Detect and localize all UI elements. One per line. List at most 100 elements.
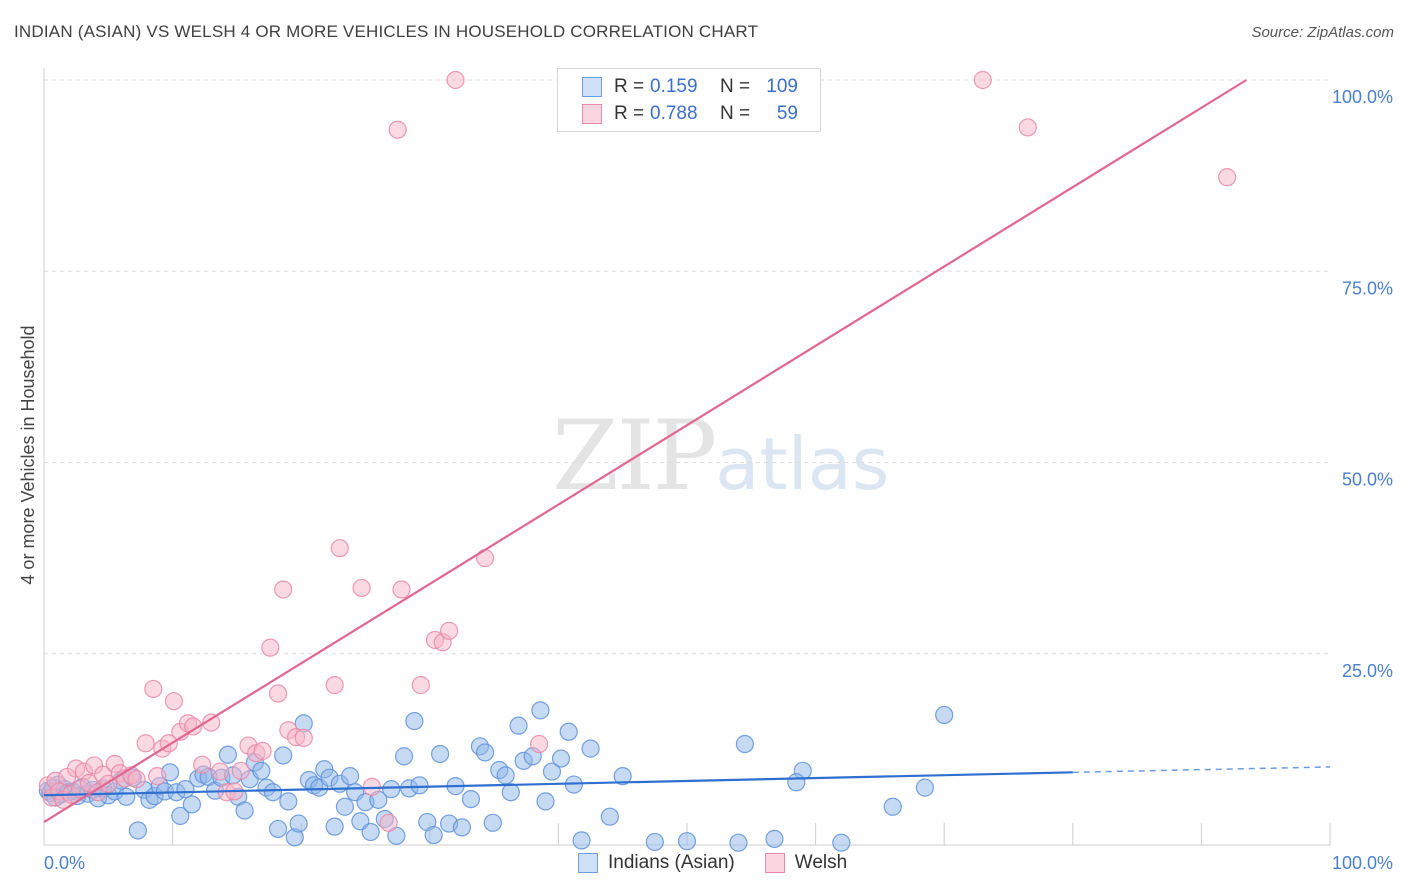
indians-point [475,743,495,762]
y-axis-label: 4 or more Vehicles in Household [18,325,38,584]
legend-swatch-indians [582,77,602,97]
indians-point [405,711,424,731]
welsh-point [1218,168,1237,187]
welsh-point [1018,118,1037,137]
indians-point [542,762,562,781]
indians-point [559,722,578,741]
legend-item-indians[interactable]: Indians (Asian) [578,852,735,874]
indians-point [382,780,401,799]
x-tick-label: 0.0% [44,853,85,873]
source-label: Source: ZipAtlas.com [1251,24,1394,41]
indians-point [735,734,754,754]
watermark-atlas: atlas [715,422,890,506]
indians-point [128,821,147,840]
indians-point [461,789,481,809]
welsh-point [253,741,272,761]
legend-row-welsh: R = 0.788 N = 59 [582,102,798,126]
welsh-trend-line [43,79,1247,823]
indians-point [531,701,550,720]
indians-point [645,832,664,852]
correlation-legend: R = 0.159 N = 109 R = 0.788 N = 59 [557,68,821,132]
y-tick-label: 25.0% [1342,661,1393,681]
y-tick-label: 50.0% [1342,470,1393,490]
indians-point [613,767,632,786]
welsh-point [352,578,371,598]
legend-swatch-welsh [582,104,602,124]
indians-point [483,813,502,832]
indians-point [176,780,195,799]
indians-point [551,749,571,768]
indians-point [325,817,344,836]
welsh-point [392,580,411,599]
indians-point [335,797,355,816]
series-legend: Indians (Asian) Welsh [578,852,877,874]
legend-n-value: 59 [776,103,798,124]
welsh-point [211,762,230,781]
indians-point [509,716,528,735]
indians-point [424,825,443,845]
indians-point [252,761,271,780]
indians-point [279,792,298,811]
welsh-point [388,120,407,139]
chart-title: INDIAN (ASIAN) VS WELSH 4 OR MORE VEHICL… [14,22,759,41]
welsh-point [127,770,146,789]
indians-point [765,829,784,848]
welsh-point [446,70,465,90]
welsh-point [231,761,250,780]
welsh-point [274,580,293,599]
legend-r-label: R = [614,76,645,97]
indians-point [171,806,190,826]
indians-point [340,767,360,786]
legend-swatch-welsh [764,853,785,873]
legend-row-indians: R = 0.159 N = 109 [582,75,798,99]
welsh-point [164,692,183,711]
watermark: ZIPatlas [552,400,889,512]
indians-point [182,795,201,814]
watermark-zip: ZIP [552,400,717,512]
welsh-point [439,621,459,640]
indians-point [361,822,380,842]
indians-point [289,814,308,833]
indians-trend-line-extension [1072,766,1331,774]
welsh-point [202,713,221,732]
welsh-point [325,676,344,695]
trend-layer [43,79,1331,823]
welsh-point [475,549,495,568]
welsh-point [973,70,992,90]
legend-n-label: N = [720,103,751,124]
indians-point [572,831,591,850]
indians-point [274,746,293,765]
welsh-point [330,539,349,558]
indians-point [430,744,450,764]
indians-point [581,739,600,758]
indians-point [410,776,429,795]
indians-point [883,797,902,816]
indians-point [832,833,851,852]
welsh-point [294,728,313,748]
indians-point [729,833,748,852]
legend-r-value: 0.159 [650,76,698,97]
legend-swatch-indians [578,853,598,873]
welsh-point [184,717,203,736]
legend-item-welsh[interactable]: Welsh [764,852,847,874]
legend-n-value: 109 [766,76,798,97]
y-tick-label: 75.0% [1342,278,1393,298]
indians-point [218,745,237,764]
indians-point [452,818,472,837]
legend-n-label: N = [720,76,751,97]
indians-point [235,801,254,820]
indians-point [263,783,283,802]
indians-point [600,807,619,826]
legend-label-indians: Indians (Asian) [608,852,735,873]
indians-point [117,787,136,806]
indians-point [915,778,935,797]
legend-r-label: R = [614,103,645,124]
x-tick-label: 100.0% [1332,853,1393,873]
legend-r-value: 0.788 [650,103,698,124]
indians-point [935,705,954,725]
points-layer [38,70,1237,852]
welsh-point [268,684,288,703]
indians-point [496,766,515,785]
grid-layer [43,79,1331,845]
